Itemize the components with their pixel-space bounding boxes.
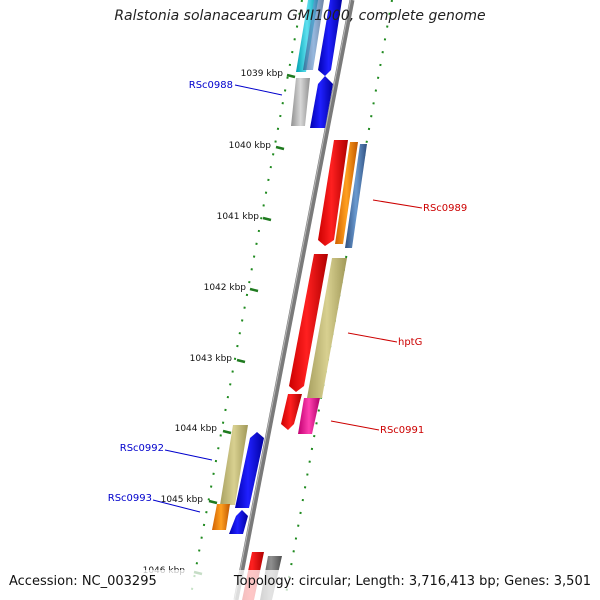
tick-labels: 1039 kbp 1040 kbp 1041 kbp 1042 kbp 1043…	[143, 69, 284, 576]
gene-labels: RSc0988 RSc0989 hptG RSc0991 RSc0992 RSc…	[108, 80, 468, 504]
gene-RSc0991-block	[281, 394, 320, 434]
inner-tick-ring	[189, 0, 303, 600]
gene-block-top-reverse	[291, 0, 342, 128]
tick-label-1044: 1044 kbp	[175, 424, 218, 434]
tick-label-1045: 1045 kbp	[161, 495, 204, 505]
gene-block-lower-reverse	[212, 425, 264, 534]
gene-label-RSc0991[interactable]: RSc0991	[380, 425, 424, 436]
gene-label-RSc0993[interactable]: RSc0993	[108, 493, 152, 504]
gene-label-RSc0989[interactable]: RSc0989	[423, 203, 467, 214]
gene-RSc0991[interactable]	[281, 394, 302, 430]
topology-text: Topology: circular; Length: 3,716,413 bp…	[233, 574, 591, 589]
gene-RSc0993[interactable]	[229, 510, 248, 534]
accession-text: Accession: NC_003295	[9, 574, 157, 589]
gene-hptG-block	[289, 254, 347, 398]
gene-RSc0989-block	[318, 140, 367, 248]
genome-backbone	[233, 0, 355, 600]
label-leader-lines	[152, 84, 423, 513]
tick-label-1039: 1039 kbp	[241, 69, 284, 79]
tick-label-1040: 1040 kbp	[229, 141, 272, 151]
footer-background	[0, 570, 600, 600]
gene-RSc0992[interactable]	[220, 425, 248, 505]
gene-label-hptG[interactable]: hptG	[398, 337, 422, 348]
gene-RSc0989[interactable]	[318, 140, 348, 246]
gene-RSc0988[interactable]	[310, 76, 333, 128]
map-title: Ralstonia solanacearum GMI1000, complete…	[114, 8, 486, 24]
gene-label-RSc0988[interactable]: RSc0988	[189, 80, 233, 91]
tick-label-1042: 1042 kbp	[204, 283, 247, 293]
tick-label-1043: 1043 kbp	[190, 354, 233, 364]
outer-tick-ring	[284, 0, 393, 600]
gene-hptG[interactable]	[289, 254, 328, 392]
gene-label-RSc0992[interactable]: RSc0992	[120, 443, 164, 454]
tick-label-1041: 1041 kbp	[217, 212, 260, 222]
